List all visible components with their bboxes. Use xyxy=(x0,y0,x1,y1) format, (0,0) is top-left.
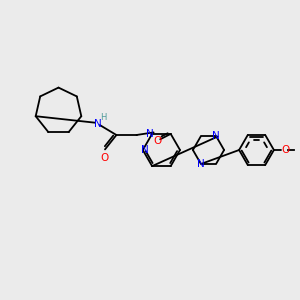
Text: H: H xyxy=(100,112,106,122)
Text: N: N xyxy=(212,131,220,142)
Text: O: O xyxy=(154,136,162,146)
Text: O: O xyxy=(282,145,290,155)
Text: N: N xyxy=(197,158,205,169)
Text: N: N xyxy=(146,129,154,139)
Text: N: N xyxy=(94,118,101,129)
Text: O: O xyxy=(100,153,109,163)
Text: N: N xyxy=(141,145,149,155)
